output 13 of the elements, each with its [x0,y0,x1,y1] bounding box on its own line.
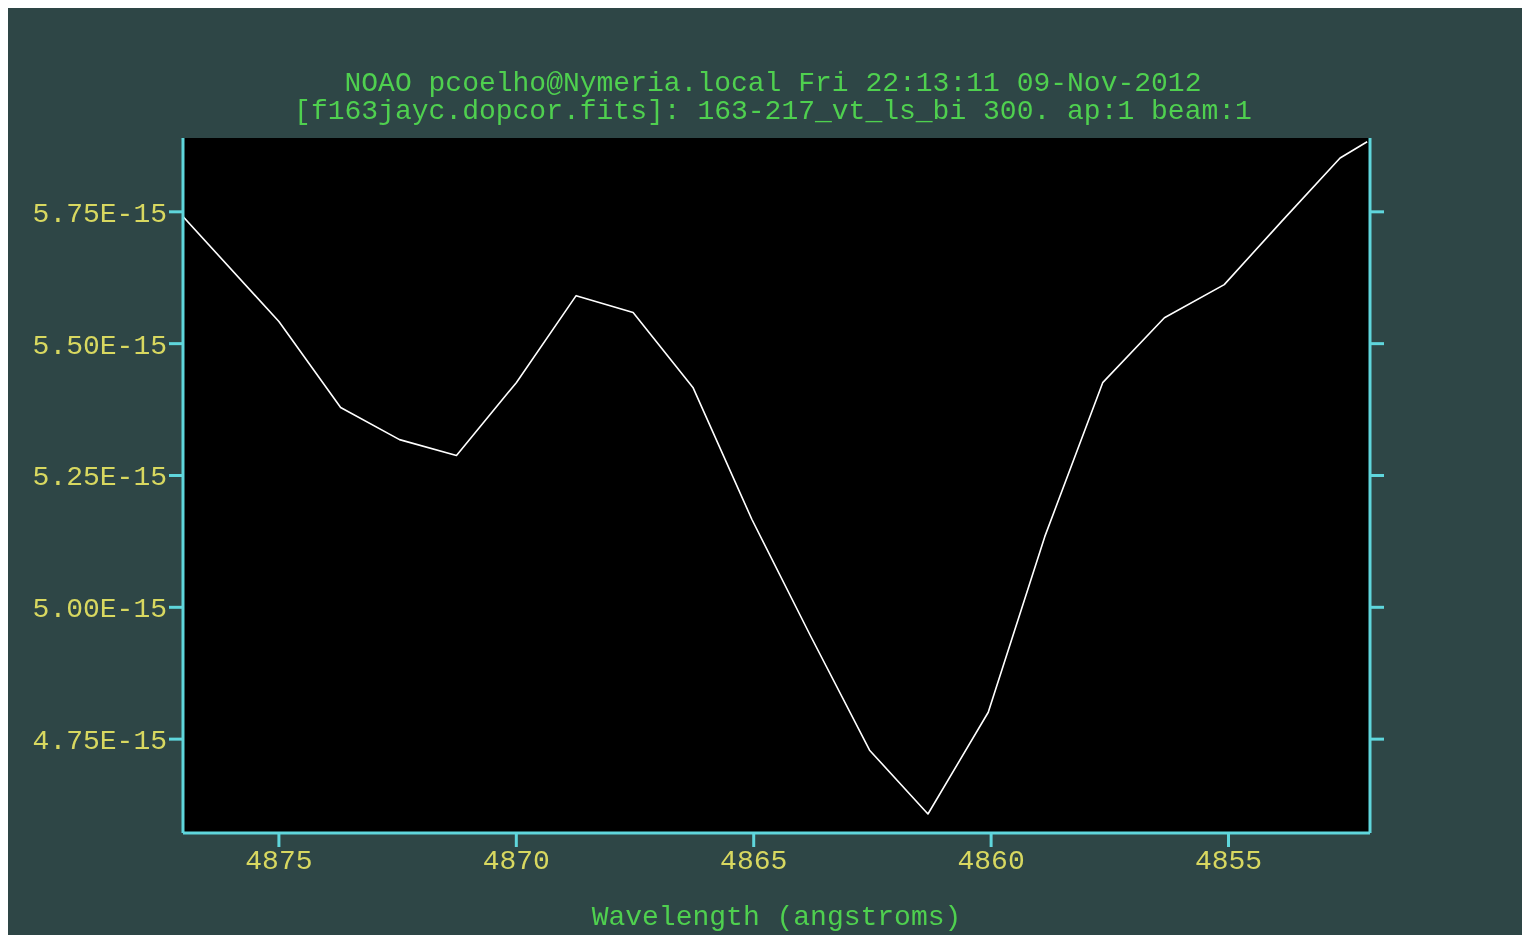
y-tick-label: 5.25E-15 [32,462,167,494]
x-tick-label: 4860 [957,845,1025,877]
x-tick-label: 4870 [482,845,550,877]
y-tick-label: 5.50E-15 [32,330,167,362]
x-tick-label: 4875 [245,845,313,877]
y-tick-label: 5.75E-15 [32,198,167,230]
x-tick-label: 4855 [1194,845,1263,877]
x-tick-label: 4865 [720,845,788,877]
y-tick-label: 4.75E-15 [32,726,167,758]
chart-subtitle: [f163jayc.dopcor.fits]: 163-217_vt_ls_bi 300. ap:1 beam:1 [293,96,1253,127]
chart-title: NOAO pcoelho@Nymeria.local Fri 22:13:11 09-Nov-2012 [343,68,1203,99]
x-axis-title: Wavelength (angstroms) [591,902,962,933]
y-tick-label: 5.00E-15 [32,594,167,626]
